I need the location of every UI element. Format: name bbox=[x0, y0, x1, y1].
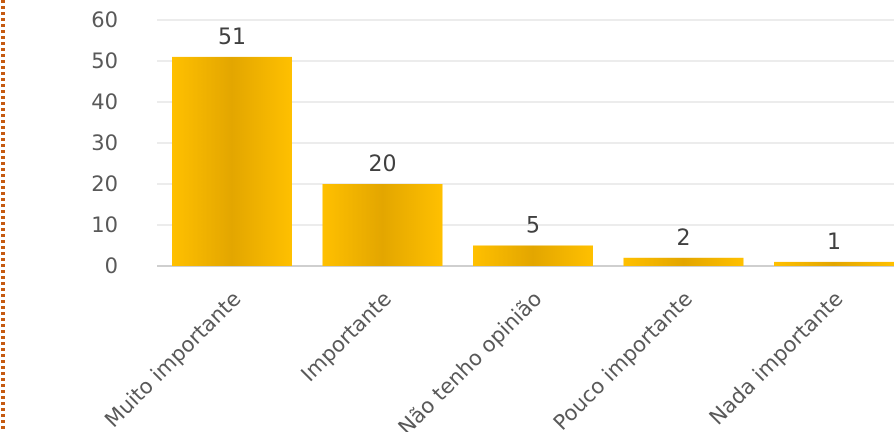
bar bbox=[473, 245, 593, 266]
bar bbox=[774, 261, 894, 266]
y-tick-label: 0 bbox=[105, 254, 118, 278]
y-tick-label: 20 bbox=[91, 172, 118, 196]
y-tick-label: 50 bbox=[91, 49, 118, 73]
category-label: Muito importante bbox=[100, 287, 245, 432]
category-label: Importante bbox=[296, 287, 396, 387]
data-labels: 51 20 5 2 1 bbox=[218, 25, 841, 255]
y-tick-label: 10 bbox=[91, 213, 118, 237]
y-axis-tick-labels: 0 10 20 30 40 50 60 bbox=[91, 8, 118, 278]
category-label: Nada importante bbox=[705, 287, 848, 430]
bar bbox=[623, 257, 744, 266]
data-label: 2 bbox=[677, 226, 691, 251]
y-tick-label: 30 bbox=[91, 131, 118, 155]
category-label: Pouco importante bbox=[549, 287, 697, 432]
bar bbox=[172, 56, 292, 267]
y-tick-label: 60 bbox=[91, 8, 118, 32]
y-tick-label: 40 bbox=[91, 90, 118, 114]
data-label: 5 bbox=[526, 214, 540, 239]
bar bbox=[322, 184, 443, 266]
data-label: 1 bbox=[827, 230, 841, 255]
data-label: 51 bbox=[218, 25, 246, 50]
bars bbox=[172, 56, 894, 267]
data-label: 20 bbox=[369, 152, 397, 177]
category-label: Não tenho opinião bbox=[394, 287, 547, 432]
